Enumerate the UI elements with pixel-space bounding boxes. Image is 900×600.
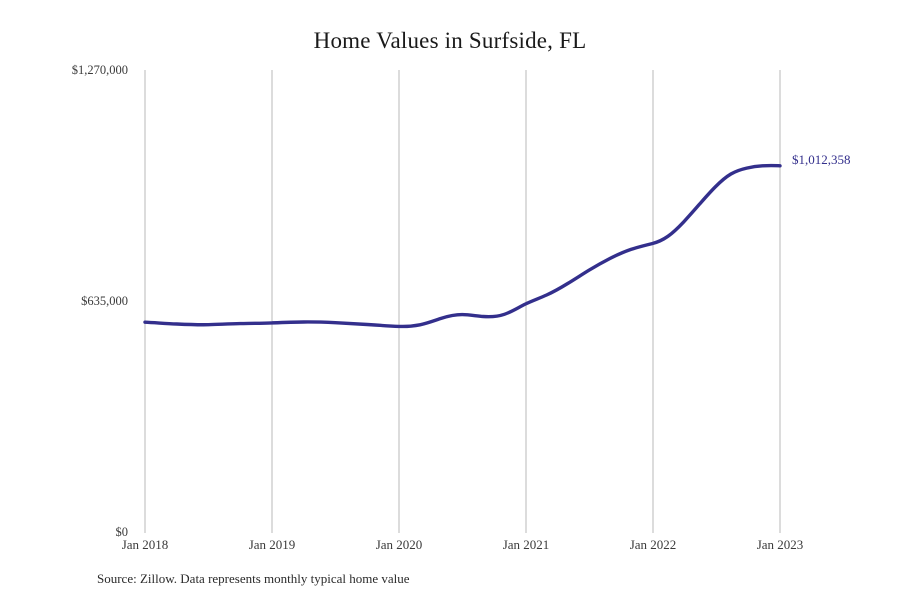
x-axis-tick-jan-2023: Jan 2023 — [756, 537, 804, 552]
chart-title: Home Values in Surfside, FL — [313, 28, 587, 53]
x-axis-tick-jan-2022: Jan 2022 — [629, 537, 677, 552]
x-axis-tick-jan-2021: Jan 2021 — [502, 537, 550, 552]
series-endpoint-value-label: $1,012,358 — [792, 152, 851, 167]
y-axis-tick-label: $1,270,000 — [71, 63, 128, 77]
y-axis-tick-label: $635,000 — [81, 294, 128, 308]
y-axis-tick-label: $0 — [115, 525, 129, 539]
x-axis-tick-jan-2018: Jan 2018 — [121, 537, 169, 552]
gridlines — [144, 70, 781, 533]
x-axis-tick-jan-2019: Jan 2019 — [248, 537, 296, 552]
series-line-typical-home-value — [143, 163, 782, 329]
x-axis-tick-jan-2020: Jan 2020 — [375, 537, 423, 552]
source-note: Source: Zillow. Data represents monthly … — [97, 571, 410, 586]
